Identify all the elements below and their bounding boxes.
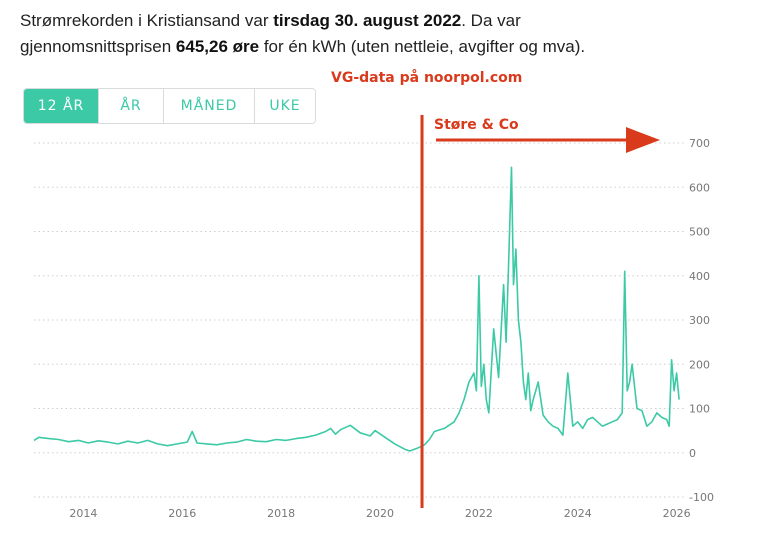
tab-12-years[interactable]: 12 ÅR bbox=[24, 89, 98, 123]
y-tick-label: 300 bbox=[689, 314, 710, 327]
y-tick-label: 0 bbox=[689, 447, 696, 460]
y-tick-label: 500 bbox=[689, 226, 710, 239]
intro-line-1-text: Strømrekorden i Kristiansand var bbox=[20, 11, 274, 30]
record-price: 645,26 øre bbox=[175, 37, 260, 56]
x-tick-label: 2016 bbox=[168, 507, 196, 520]
y-tick-label: 200 bbox=[689, 358, 710, 371]
y-tick-label: 700 bbox=[689, 137, 710, 150]
tab-year[interactable]: ÅR bbox=[98, 89, 163, 123]
intro-line-2-end: for én kWh (uten nettleie, avgifter og m… bbox=[259, 37, 586, 56]
tab-week[interactable]: UKE bbox=[254, 89, 315, 123]
y-tick-label: -100 bbox=[689, 491, 714, 504]
intro-line-1: Strømrekorden i Kristiansand var tirsdag… bbox=[20, 8, 740, 34]
x-tick-label: 2022 bbox=[465, 507, 493, 520]
annotation-label: Støre & Co bbox=[434, 117, 519, 133]
y-tick-label: 600 bbox=[689, 181, 710, 194]
x-tick-label: 2024 bbox=[564, 507, 592, 520]
x-tick-label: 2018 bbox=[267, 507, 295, 520]
intro-line-2: gjennomsnittsprisen 645,26 øre for én kW… bbox=[20, 34, 740, 60]
tab-month[interactable]: MÅNED bbox=[163, 89, 254, 123]
annotation-arrow-head bbox=[626, 127, 660, 153]
x-tick-label: 2026 bbox=[663, 507, 691, 520]
source-label: VG-data på noorpol.com bbox=[331, 70, 523, 86]
x-tick-label: 2014 bbox=[69, 507, 97, 520]
x-tick-label: 2020 bbox=[366, 507, 394, 520]
y-tick-label: 400 bbox=[689, 270, 710, 283]
intro-line-1-end: . Da var bbox=[461, 11, 521, 30]
period-tabs: 12 ÅR ÅR MÅNED UKE bbox=[23, 88, 316, 124]
y-tick-label: 100 bbox=[689, 403, 710, 416]
price-series-line-0 bbox=[33, 166, 680, 452]
intro-text: Strømrekorden i Kristiansand var tirsdag… bbox=[20, 8, 740, 60]
record-date: tirsdag 30. august 2022 bbox=[273, 11, 462, 30]
intro-line-2-text: gjennomsnittsprisen bbox=[20, 37, 176, 56]
